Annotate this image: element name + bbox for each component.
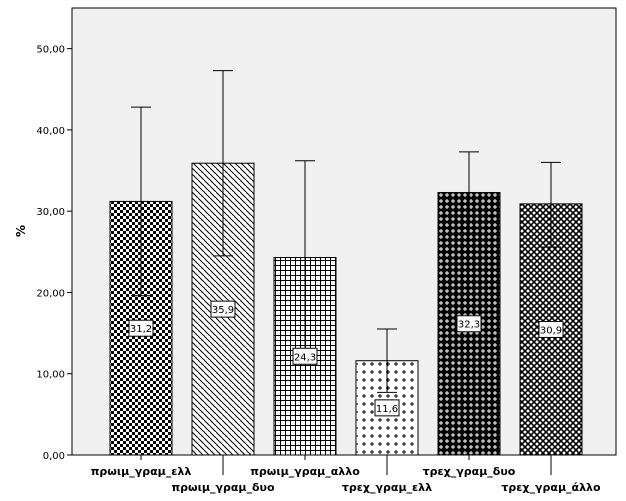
y-tick-label: 0,00 bbox=[43, 451, 65, 462]
data-label: 24,3 bbox=[294, 352, 316, 363]
y-axis: 0,00 10,00 20,00 30,00 40,00 50,00 bbox=[36, 45, 72, 462]
y-tick-label: 50,00 bbox=[36, 45, 65, 56]
x-tick-label: τρεχ_γραμ_δυο bbox=[423, 465, 516, 478]
y-tick-label: 40,00 bbox=[36, 126, 65, 137]
x-tick-label: πρωιμ_γραμ_ελλ bbox=[91, 465, 192, 478]
data-label: 11,6 bbox=[376, 404, 398, 415]
y-axis-title: % bbox=[14, 225, 28, 237]
y-tick-label: 10,00 bbox=[36, 370, 65, 381]
data-label: 31,2 bbox=[130, 324, 152, 335]
data-label-box bbox=[456, 315, 482, 333]
data-label-box bbox=[210, 300, 236, 318]
data-label-box bbox=[374, 399, 400, 417]
x-tick-label: πρωιμ_γραμ_αλλο bbox=[250, 465, 360, 478]
data-label: 32,3 bbox=[458, 320, 480, 331]
data-label: 30,9 bbox=[540, 325, 562, 336]
data-labels: 31,2 35,9 24,3 11,6 32,3 30,9 bbox=[128, 300, 564, 417]
data-label-box bbox=[292, 347, 318, 365]
x-tick-label: τρεχ_γραμ_άλλο bbox=[501, 481, 601, 494]
x-axis: πρωιμ_γραμ_ελλ πρωιμ_γραμ_δυο πρωιμ_γραμ_α… bbox=[91, 455, 601, 494]
data-label: 35,9 bbox=[212, 305, 234, 316]
y-tick-label: 20,00 bbox=[36, 288, 65, 299]
x-tick-label: πρωιμ_γραμ_δυο bbox=[171, 481, 275, 494]
data-label-box bbox=[128, 319, 154, 337]
y-tick-label: 30,00 bbox=[36, 207, 65, 218]
x-tick-label: τρεχ_γραμ_ελλ bbox=[342, 481, 432, 494]
data-label-box bbox=[538, 320, 564, 338]
